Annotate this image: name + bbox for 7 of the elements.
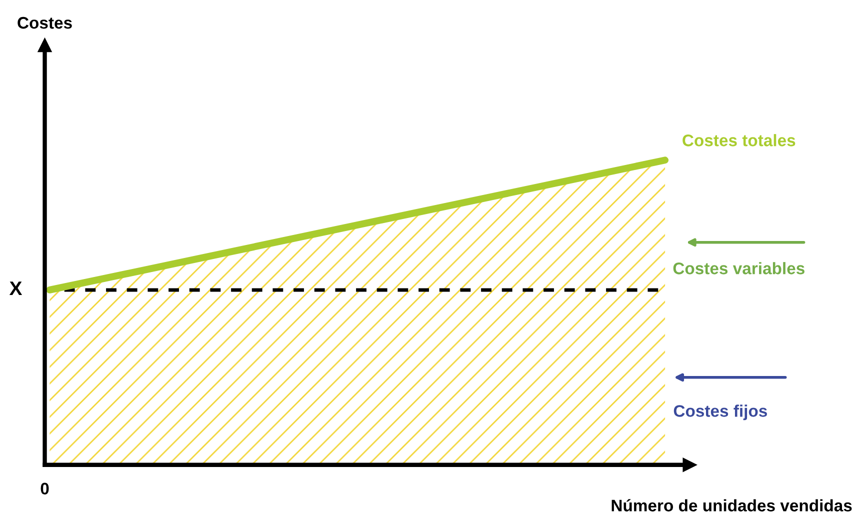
series-label: Costes totales [682,134,796,146]
band-label: Costes fijos [674,404,767,420]
ref-line-label: X [9,282,22,295]
x-axis-title: Número de unidades vendidas [612,499,852,512]
annotation: Costes variables [673,262,804,274]
text: Costes [18,16,72,29]
text: 0 [40,482,49,495]
